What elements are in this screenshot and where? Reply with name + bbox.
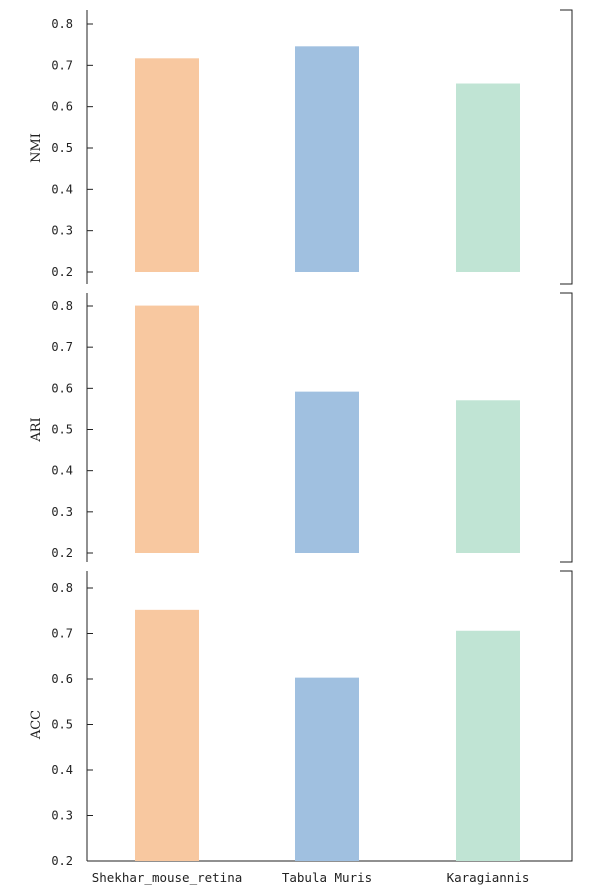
bar-ari-2 <box>295 391 359 553</box>
y-tick-label-acc: 0.4 <box>51 763 73 777</box>
y-tick-label-acc: 0.5 <box>51 718 73 732</box>
y-tick-label-nmi: 0.6 <box>51 100 73 114</box>
y-tick-label-ari: 0.4 <box>51 464 73 478</box>
panel-bracket-ari <box>560 292 573 563</box>
y-tick-label-ari: 0.7 <box>51 340 73 354</box>
bar-ari-3 <box>456 400 520 553</box>
y-axis-label-nmi: NMI <box>29 133 44 163</box>
bar-nmi-3 <box>456 83 520 273</box>
y-axis-label-ari: ARI <box>29 417 44 442</box>
y-tick-label-ari: 0.2 <box>51 546 73 560</box>
y-tick-label-nmi: 0.7 <box>51 58 73 72</box>
y-tick-label-nmi: 0.5 <box>51 141 73 155</box>
y-tick-label-nmi: 0.4 <box>51 182 73 196</box>
bar-acc-1 <box>135 609 199 861</box>
y-tick-label-acc: 0.2 <box>51 854 73 868</box>
bars <box>135 46 520 861</box>
bar-acc-2 <box>295 677 359 861</box>
panel-bracket-nmi <box>560 9 573 285</box>
y-tick-label-acc: 0.6 <box>51 672 73 686</box>
panel-bracket-acc <box>560 570 573 862</box>
bar-nmi-2 <box>295 46 359 272</box>
y-tick-label-nmi: 0.3 <box>51 224 73 238</box>
y-axis-label-acc: ACC <box>29 710 44 740</box>
y-tick-label-nmi: 0.8 <box>51 17 73 31</box>
bar-ari-1 <box>135 305 199 553</box>
y-tick-label-acc: 0.8 <box>51 581 73 595</box>
y-tick-label-ari: 0.8 <box>51 299 73 313</box>
y-tick-label-nmi: 0.2 <box>51 265 73 279</box>
bar-acc-3 <box>456 630 520 861</box>
y-tick-label-ari: 0.3 <box>51 505 73 519</box>
y-tick-label-acc: 0.7 <box>51 627 73 641</box>
bar-nmi-1 <box>135 58 199 272</box>
x-tick-label-1: Shekhar_mouse_retina <box>92 870 243 885</box>
x-tick-label-3: Karagiannis <box>447 870 530 885</box>
y-tick-label-acc: 0.3 <box>51 809 73 823</box>
ticks: 0.2 0.3 0.4 0.5 0.6 0.7 0.8 0.2 0.3 0.4 0.5 0.6 0.7 0… <box>51 17 93 868</box>
y-tick-label-ari: 0.6 <box>51 381 73 395</box>
labels: NMI ARI ACC Shekhar_mouse_retina Tabula Muri… <box>29 133 529 885</box>
x-tick-label-2: Tabula Muris <box>282 870 372 885</box>
y-tick-label-ari: 0.5 <box>51 423 73 437</box>
